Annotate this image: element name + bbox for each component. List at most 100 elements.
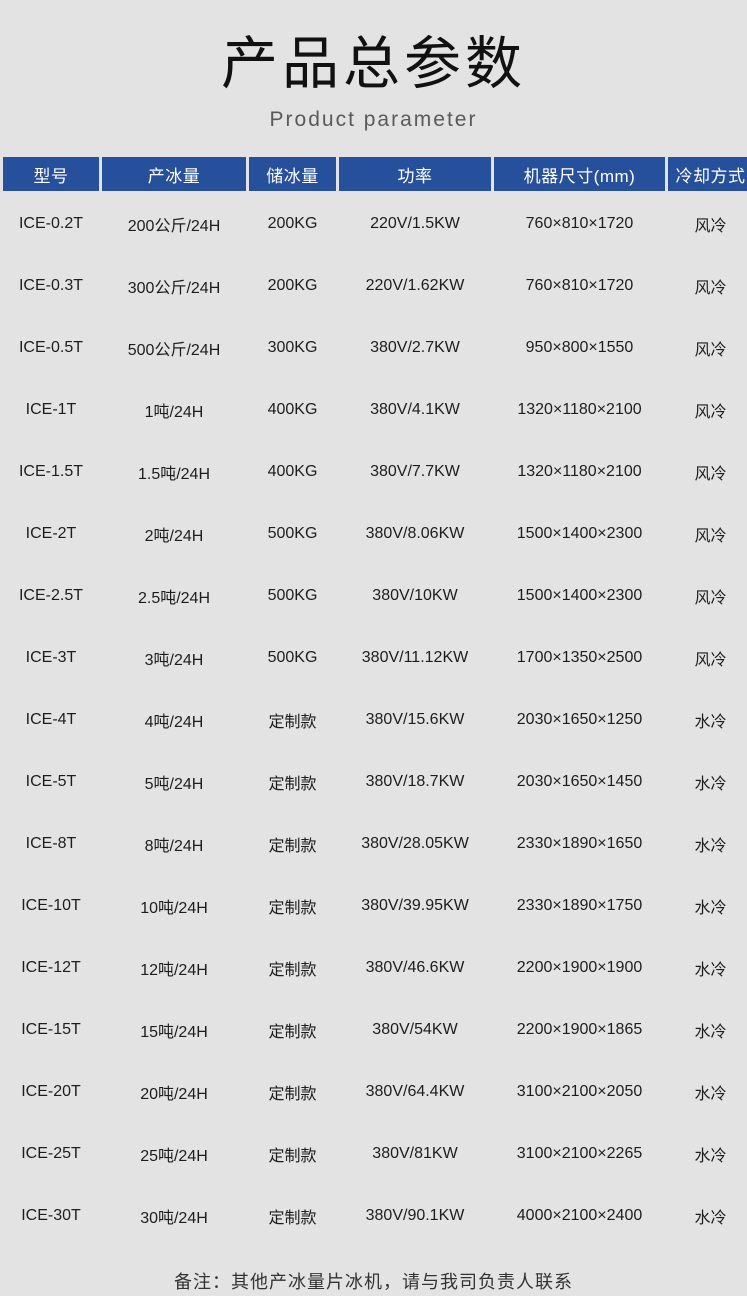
cell-cooling: 水冷 <box>668 1186 747 1245</box>
cell-output: 2.5吨/24H <box>102 566 246 625</box>
cell-model: ICE-5T <box>3 752 99 811</box>
cell-model: ICE-2T <box>3 504 99 563</box>
cell-size: 2330×1890×1650 <box>494 814 665 873</box>
table-row: ICE-4T 4吨/24H 定制款 380V/15.6KW 2030×1650×1250… <box>3 690 747 749</box>
cell-model: ICE-2.5T <box>3 566 99 625</box>
cell-storage: 500KG <box>249 628 336 687</box>
cell-power: 380V/11.12KW <box>339 628 491 687</box>
cell-storage: 200KG <box>249 256 336 315</box>
cell-cooling: 水冷 <box>668 1062 747 1121</box>
cell-power: 380V/90.1KW <box>339 1186 491 1245</box>
cell-storage: 定制款 <box>249 1062 336 1121</box>
cell-cooling: 风冷 <box>668 628 747 687</box>
footer-note: 备注：其他产冰量片冰机，请与我司负责人联系 <box>174 1272 573 1293</box>
cell-size: 1500×1400×2300 <box>494 566 665 625</box>
cell-model: ICE-30T <box>3 1186 99 1245</box>
cell-model: ICE-15T <box>3 1000 99 1059</box>
cell-output: 10吨/24H <box>102 876 246 935</box>
cell-power: 380V/10KW <box>339 566 491 625</box>
cell-output: 1吨/24H <box>102 380 246 439</box>
cell-storage: 500KG <box>249 566 336 625</box>
cell-power: 380V/28.05KW <box>339 814 491 873</box>
cell-storage: 定制款 <box>249 1186 336 1245</box>
cell-size: 1320×1180×2100 <box>494 442 665 501</box>
cell-size: 3100×2100×2265 <box>494 1124 665 1183</box>
column-header-cooling: 冷却方式 <box>668 157 747 191</box>
table-row: ICE-1.5T 1.5吨/24H 400KG 380V/7.7KW 1320×1180… <box>3 442 747 501</box>
cell-power: 380V/7.7KW <box>339 442 491 501</box>
table-row: ICE-0.2T 200公斤/24H 200KG 220V/1.5KW 760×810×… <box>3 194 747 253</box>
cell-power: 380V/46.6KW <box>339 938 491 997</box>
cell-power: 380V/15.6KW <box>339 690 491 749</box>
cell-model: ICE-10T <box>3 876 99 935</box>
cell-power: 380V/39.95KW <box>339 876 491 935</box>
column-header-size: 机器尺寸(mm) <box>494 157 665 191</box>
table-body: ICE-0.2T 200公斤/24H 200KG 220V/1.5KW 760×810×… <box>3 194 747 1245</box>
table-row: ICE-3T 3吨/24H 500KG 380V/11.12KW 1700×1350×2… <box>3 628 747 687</box>
table-row: ICE-2T 2吨/24H 500KG 380V/8.06KW 1500×1400×23… <box>3 504 747 563</box>
table-header-row: 型号 产冰量 储冰量 功率 机器尺寸(mm) 冷却方式 <box>3 157 747 191</box>
cell-cooling: 水冷 <box>668 876 747 935</box>
cell-output: 25吨/24H <box>102 1124 246 1183</box>
cell-cooling: 水冷 <box>668 938 747 997</box>
product-spec-table: 型号 产冰量 储冰量 功率 机器尺寸(mm) 冷却方式 ICE-0.2T 200公斤/24H… <box>0 154 747 1248</box>
cell-storage: 200KG <box>249 194 336 253</box>
cell-model: ICE-1T <box>3 380 99 439</box>
table-row: ICE-15T 15吨/24H 定制款 380V/54KW 2200×1900×1865… <box>3 1000 747 1059</box>
cell-cooling: 风冷 <box>668 442 747 501</box>
page-title: 产品总参数 <box>221 31 526 97</box>
cell-output: 8吨/24H <box>102 814 246 873</box>
column-header-storage: 储冰量 <box>249 157 336 191</box>
cell-power: 380V/54KW <box>339 1000 491 1059</box>
cell-power: 380V/81KW <box>339 1124 491 1183</box>
cell-cooling: 水冷 <box>668 690 747 749</box>
cell-size: 950×800×1550 <box>494 318 665 377</box>
cell-storage: 300KG <box>249 318 336 377</box>
cell-output: 500公斤/24H <box>102 318 246 377</box>
page-title-block: 产品总参数 Product parameter <box>0 0 747 134</box>
table-row: ICE-0.5T 500公斤/24H 300KG 380V/2.7KW 950×800×… <box>3 318 747 377</box>
cell-cooling: 风冷 <box>668 504 747 563</box>
cell-storage: 定制款 <box>249 814 336 873</box>
cell-power: 220V/1.5KW <box>339 194 491 253</box>
cell-cooling: 风冷 <box>668 566 747 625</box>
cell-model: ICE-0.3T <box>3 256 99 315</box>
cell-model: ICE-12T <box>3 938 99 997</box>
cell-storage: 定制款 <box>249 1124 336 1183</box>
cell-model: ICE-8T <box>3 814 99 873</box>
cell-output: 1.5吨/24H <box>102 442 246 501</box>
cell-cooling: 风冷 <box>668 256 747 315</box>
cell-size: 2200×1900×1865 <box>494 1000 665 1059</box>
cell-output: 3吨/24H <box>102 628 246 687</box>
cell-output: 20吨/24H <box>102 1062 246 1121</box>
cell-storage: 定制款 <box>249 752 336 811</box>
cell-cooling: 水冷 <box>668 814 747 873</box>
cell-size: 3100×2100×2050 <box>494 1062 665 1121</box>
column-header-power: 功率 <box>339 157 491 191</box>
cell-storage: 定制款 <box>249 690 336 749</box>
cell-size: 2030×1650×1450 <box>494 752 665 811</box>
cell-cooling: 风冷 <box>668 318 747 377</box>
cell-size: 4000×2100×2400 <box>494 1186 665 1245</box>
cell-power: 380V/2.7KW <box>339 318 491 377</box>
cell-cooling: 水冷 <box>668 1000 747 1059</box>
cell-model: ICE-3T <box>3 628 99 687</box>
table-row: ICE-5T 5吨/24H 定制款 380V/18.7KW 2030×1650×1450… <box>3 752 747 811</box>
cell-output: 4吨/24H <box>102 690 246 749</box>
cell-model: ICE-0.5T <box>3 318 99 377</box>
table-row: ICE-10T 10吨/24H 定制款 380V/39.95KW 2330×1890×1… <box>3 876 747 935</box>
cell-storage: 定制款 <box>249 938 336 997</box>
cell-size: 1700×1350×2500 <box>494 628 665 687</box>
cell-power: 380V/18.7KW <box>339 752 491 811</box>
cell-storage: 400KG <box>249 380 336 439</box>
cell-cooling: 风冷 <box>668 194 747 253</box>
cell-model: ICE-20T <box>3 1062 99 1121</box>
cell-storage: 500KG <box>249 504 336 563</box>
column-header-output: 产冰量 <box>102 157 246 191</box>
cell-size: 760×810×1720 <box>494 256 665 315</box>
page-subtitle: Product parameter <box>269 108 478 131</box>
cell-output: 12吨/24H <box>102 938 246 997</box>
column-header-model: 型号 <box>3 157 99 191</box>
spec-table-wrap: 型号 产冰量 储冰量 功率 机器尺寸(mm) 冷却方式 ICE-0.2T 200公斤/24H… <box>0 154 747 1248</box>
